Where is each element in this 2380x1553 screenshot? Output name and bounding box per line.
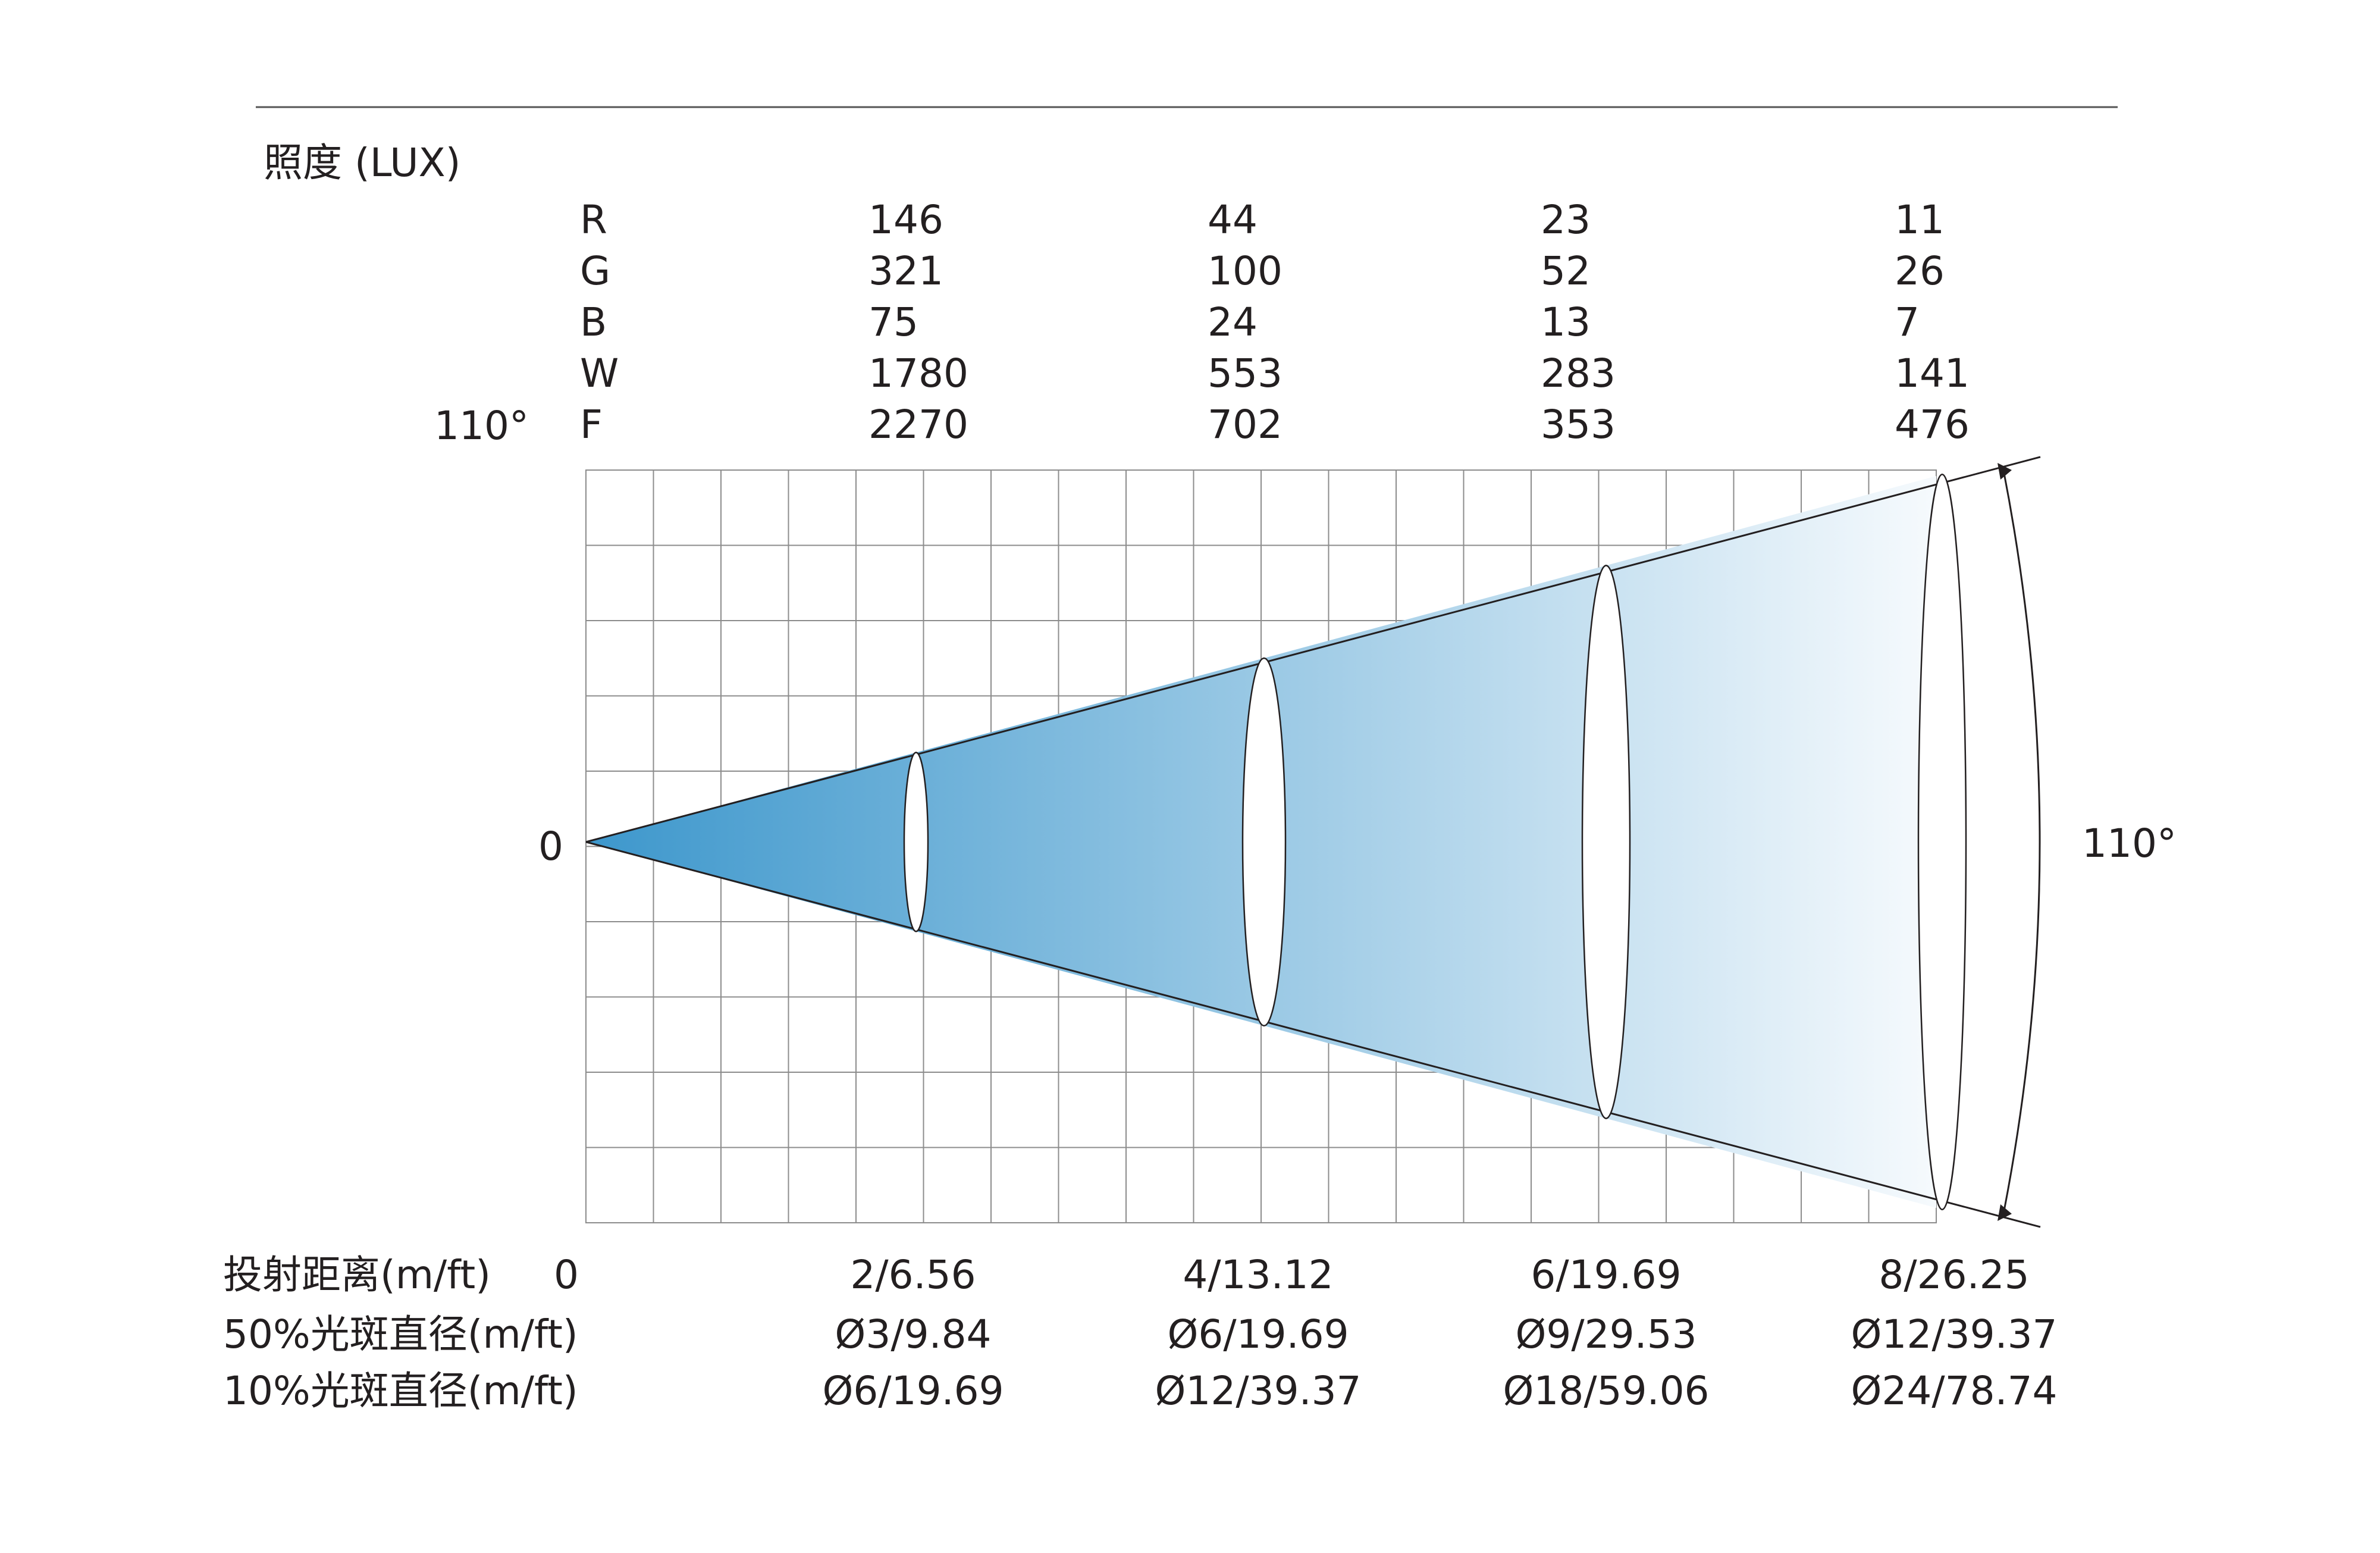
bottom-value: 4/13.12: [1183, 1252, 1333, 1298]
bottom-value: Ø6/19.69: [822, 1368, 1004, 1414]
bottom-row-label: 50%光斑直径(m/ft): [223, 1311, 578, 1357]
distance-origin: 0: [554, 1252, 579, 1298]
lux-channel-label: R: [580, 197, 607, 243]
bottom-value: Ø24/78.74: [1851, 1368, 2057, 1414]
beam-cross-section: [1241, 657, 1287, 1027]
lux-channel-label: G: [580, 248, 610, 294]
bottom-value: Ø3/9.84: [835, 1311, 991, 1357]
lux-table: R 146 44 23 11 G 321 100 52 26 B 75 24 13 7 W 1780 553 283…: [580, 197, 1970, 447]
bottom-value: 8/26.25: [1879, 1252, 2029, 1298]
beam-cross-section: [1917, 474, 1967, 1210]
bottom-value: 2/6.56: [850, 1252, 976, 1298]
lux-value: 13: [1541, 299, 1591, 345]
bottom-value: Ø9/29.53: [1515, 1311, 1697, 1357]
lux-value: 353: [1541, 402, 1616, 447]
lux-value: 100: [1208, 248, 1282, 294]
beam-angle-right-label: 110°: [2082, 821, 2177, 866]
beam-edge-top: [585, 456, 2041, 843]
lux-value: 52: [1541, 248, 1591, 294]
beam-edge-bottom: [585, 841, 2041, 1228]
lux-value: 11: [1895, 197, 1945, 243]
beam-cross-sections: [903, 474, 1967, 1210]
center-zero-label: 0: [538, 824, 563, 869]
lux-channel-label: F: [580, 402, 603, 447]
beam-cross-section: [903, 752, 929, 932]
lux-value: 141: [1895, 350, 1970, 396]
lux-value: 26: [1895, 248, 1945, 294]
lux-value: 7: [1895, 299, 1920, 345]
lux-value: 75: [868, 299, 918, 345]
lux-value: 553: [1208, 350, 1282, 396]
lux-value: 702: [1208, 402, 1282, 447]
beam-angle-arc: [2002, 469, 2041, 1214]
lux-value: 2270: [868, 402, 968, 447]
bottom-value: Ø12/39.37: [1155, 1368, 1361, 1414]
beam-angle-left-label: 110°: [434, 403, 529, 449]
bottom-value: Ø18/59.06: [1503, 1368, 1709, 1414]
bottom-row-label: 投射距离(m/ft): [223, 1252, 491, 1298]
lux-channel-label: W: [580, 350, 619, 396]
lux-value: 1780: [868, 350, 968, 396]
lux-value: 44: [1208, 197, 1258, 243]
lux-value: 476: [1895, 402, 1970, 447]
lux-value: 24: [1208, 299, 1258, 345]
lux-channel-label: B: [580, 299, 607, 345]
lux-value: 321: [868, 248, 943, 294]
bottom-value: 6/19.69: [1531, 1252, 1681, 1298]
bottom-value: Ø6/19.69: [1167, 1311, 1349, 1357]
bottom-value: Ø12/39.37: [1851, 1311, 2057, 1357]
bottom-table: 投射距离(m/ft) 0 2/6.56 4/13.12 6/19.69 8/26.25 50…: [223, 1252, 2058, 1414]
bottom-row-label: 10%光斑直径(m/ft): [223, 1368, 578, 1414]
beam-cross-section: [1581, 565, 1631, 1119]
lux-value: 283: [1541, 350, 1616, 396]
illuminance-label: 照度 (LUX): [264, 140, 460, 186]
lux-value: 23: [1541, 197, 1591, 243]
arc-arrow-top: [1998, 463, 2012, 480]
arc-arrow-bottom: [1998, 1204, 2012, 1221]
lux-value: 146: [868, 197, 943, 243]
